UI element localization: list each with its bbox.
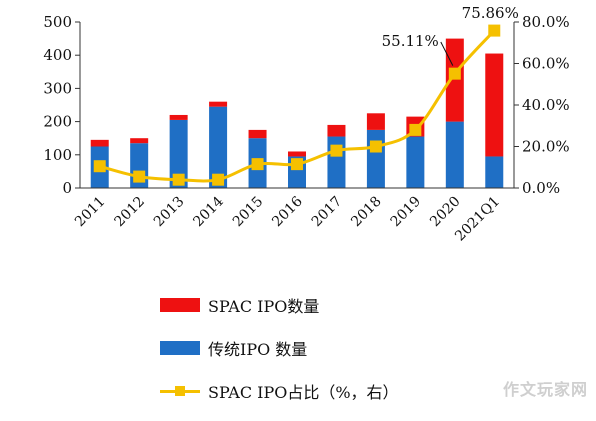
- bar-traditional-2013: [169, 119, 188, 188]
- spac-share-marker-2021Q1: [488, 24, 501, 37]
- spac-share-marker-2014: [212, 173, 225, 186]
- bar-spac-2011: [90, 139, 109, 147]
- x-tick-label: 2015: [230, 194, 267, 231]
- spac-share-marker-2015: [251, 158, 264, 171]
- right-y-axis: 0.0% 20.0% 40.0% 60.0% 80.0%: [513, 13, 570, 197]
- left-tick-label: 0: [62, 179, 72, 197]
- x-tick-label: 2019: [388, 194, 425, 231]
- spac-share-marker-2020: [448, 67, 461, 80]
- bar-traditional-2019: [406, 136, 425, 188]
- spac-share-marker-2012: [133, 170, 146, 183]
- bar-traditional-2014: [209, 106, 228, 188]
- line-series: [93, 24, 501, 186]
- bar-spac-2021Q1: [485, 53, 504, 157]
- left-y-axis: 0 100 200 300 400 500: [43, 13, 81, 197]
- x-tick-label: 2012: [111, 194, 148, 231]
- x-tick-label: 2017: [309, 194, 346, 231]
- bar-spac-2013: [169, 114, 188, 120]
- bar-traditional-2018: [366, 129, 385, 188]
- bar-spac-2016: [288, 151, 306, 157]
- legend-swatch-blue: [160, 341, 200, 355]
- x-tick-label: 2020: [427, 194, 464, 231]
- bar-traditional-2020: [445, 121, 464, 188]
- legend-item-spac-count: SPAC IPO数量: [160, 292, 399, 318]
- right-tick-label: 20.0%: [522, 138, 570, 156]
- right-tick-label: 80.0%: [522, 13, 570, 31]
- legend-swatch-line: [160, 384, 200, 398]
- bar-spac-2017: [327, 124, 346, 137]
- x-tick-label: 2011: [72, 194, 109, 231]
- spac-share-marker-2013: [172, 173, 185, 186]
- x-tick-label: 2013: [151, 194, 188, 231]
- annotation-leader: [440, 41, 454, 66]
- spac-share-marker-2018: [369, 140, 382, 153]
- annotation-label: 75.86%: [462, 4, 519, 22]
- right-tick-label: 0.0%: [522, 179, 560, 197]
- left-tick-label: 300: [43, 79, 72, 97]
- legend: SPAC IPO数量 传统IPO 数量 SPAC IPO占比（%，右）: [160, 292, 399, 421]
- right-tick-label: 60.0%: [522, 55, 570, 73]
- watermark: 作文玩家网: [502, 380, 588, 399]
- legend-item-traditional-count: 传统IPO 数量: [160, 335, 399, 361]
- left-tick-label: 500: [43, 13, 72, 31]
- legend-label: SPAC IPO占比（%，右）: [208, 383, 399, 402]
- annotations: 55.11% 75.86%: [382, 4, 519, 66]
- left-tick-label: 400: [43, 46, 72, 64]
- bar-spac-2012: [130, 138, 149, 144]
- bar-traditional-2017: [327, 136, 346, 188]
- x-tick-label: 2018: [348, 194, 385, 231]
- bar-spac-2020: [445, 38, 464, 122]
- legend-swatch-red: [160, 298, 200, 312]
- bar-spac-2015: [248, 129, 267, 139]
- bar-traditional-2021Q1: [485, 156, 504, 188]
- legend-label: 传统IPO 数量: [208, 340, 308, 359]
- spac-share-marker-2017: [330, 144, 343, 157]
- x-tick-label: 2014: [190, 193, 227, 230]
- bar-spac-2018: [366, 113, 385, 130]
- x-tick-label: 2016: [269, 193, 306, 230]
- legend-label: SPAC IPO数量: [208, 297, 320, 316]
- bar-spac-2014: [209, 101, 228, 107]
- spac-share-marker-2019: [409, 123, 422, 136]
- left-tick-label: 200: [43, 113, 72, 131]
- right-tick-label: 40.0%: [522, 96, 570, 114]
- spac-share-marker-2011: [93, 160, 106, 173]
- left-tick-label: 100: [43, 146, 72, 164]
- annotation-label: 55.11%: [382, 32, 439, 50]
- bar-series: [80, 38, 514, 189]
- legend-item-spac-share: SPAC IPO占比（%，右）: [160, 378, 399, 404]
- spac-share-marker-2016: [291, 158, 303, 171]
- x-axis: 2011 2012 2013 2014 2015 2016 2017 2018 2019 2020…: [72, 193, 503, 244]
- combo-chart: 0 100 200 300 400 500 0.0% 20.0% 40.0% 60.0% 80.0…: [43, 4, 570, 244]
